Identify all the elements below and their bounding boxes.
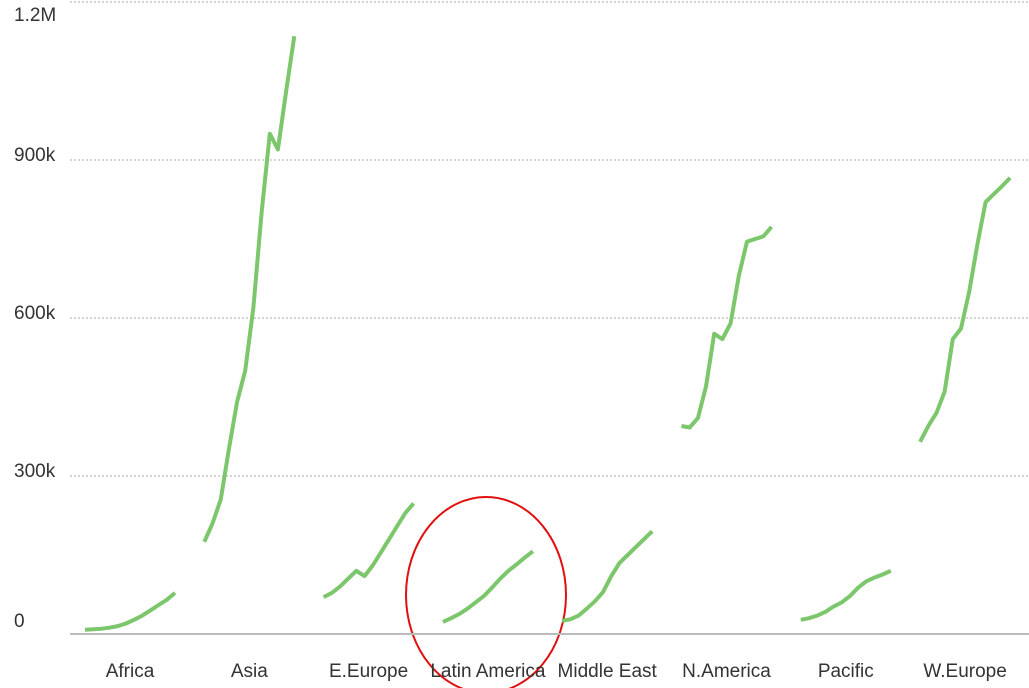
line bbox=[918, 176, 1012, 443]
y-tick-label: 600k bbox=[14, 303, 56, 324]
y-tick-label: 1.2M bbox=[14, 5, 56, 26]
line bbox=[800, 568, 892, 622]
x-tick-label: Middle East bbox=[558, 661, 658, 682]
y-tick-label: 0 bbox=[14, 611, 25, 632]
x-tick-label: Africa bbox=[106, 661, 155, 682]
line bbox=[322, 502, 416, 599]
line bbox=[442, 549, 535, 624]
x-tick-label: Latin America bbox=[430, 661, 546, 682]
line bbox=[202, 35, 297, 543]
x-tick-label: W.Europe bbox=[923, 661, 1006, 682]
line bbox=[681, 225, 774, 430]
x-tick-label: E.Europe bbox=[329, 661, 408, 682]
line bbox=[84, 591, 177, 632]
y-tick-label: 300k bbox=[14, 461, 56, 482]
y-tick-label: 900k bbox=[14, 145, 56, 166]
highlight-circle bbox=[405, 496, 567, 688]
x-tick-label: Asia bbox=[231, 661, 268, 682]
x-tick-label: N.America bbox=[682, 661, 771, 682]
x-tick-label: Pacific bbox=[818, 661, 874, 682]
line bbox=[561, 529, 654, 623]
